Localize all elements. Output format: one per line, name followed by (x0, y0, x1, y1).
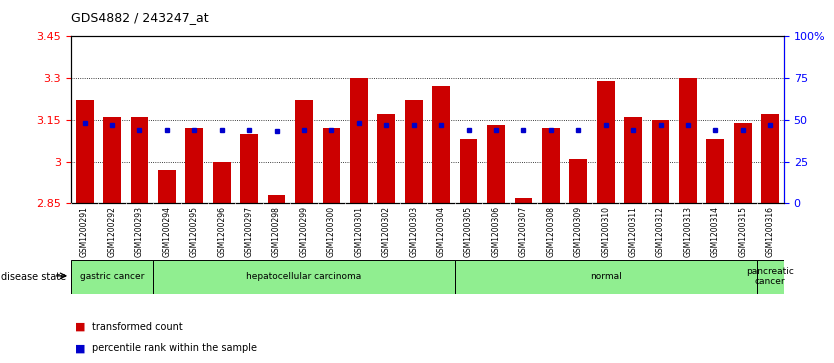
Bar (185, 128, 203, 203)
Text: gastric cancer: gastric cancer (80, 272, 144, 281)
Text: GSM1200310: GSM1200310 (601, 206, 610, 257)
Bar (455, 260, 756, 294)
Text: GSM1200297: GSM1200297 (244, 206, 254, 257)
Bar (460, 139, 478, 203)
Bar (71, 260, 153, 294)
Text: GSM1200301: GSM1200301 (354, 206, 364, 257)
Text: GSM1200313: GSM1200313 (684, 206, 692, 257)
Text: pancreatic
cancer: pancreatic cancer (746, 267, 794, 286)
Bar (131, 117, 148, 203)
Bar (158, 170, 176, 203)
Bar (515, 198, 532, 203)
Text: GSM1200312: GSM1200312 (656, 206, 665, 257)
Text: ■: ■ (75, 322, 86, 332)
Text: GSM1200302: GSM1200302 (382, 206, 391, 257)
Text: GSM1200303: GSM1200303 (409, 206, 418, 257)
Bar (103, 117, 121, 203)
Bar (350, 78, 368, 203)
Text: GSM1200295: GSM1200295 (190, 206, 198, 257)
Bar (570, 159, 587, 203)
Bar (761, 114, 779, 203)
Text: GDS4882 / 243247_at: GDS4882 / 243247_at (71, 11, 208, 24)
Text: GSM1200311: GSM1200311 (629, 206, 638, 257)
Bar (734, 123, 751, 203)
Bar (377, 114, 395, 203)
Text: GSM1200304: GSM1200304 (437, 206, 445, 257)
Text: GSM1200299: GSM1200299 (299, 206, 309, 257)
Bar (651, 120, 670, 203)
Bar (240, 134, 258, 203)
Bar (76, 100, 93, 203)
Bar (597, 81, 615, 203)
Text: transformed count: transformed count (92, 322, 183, 332)
Text: GSM1200315: GSM1200315 (738, 206, 747, 257)
Bar (432, 86, 450, 203)
Text: GSM1200291: GSM1200291 (80, 206, 89, 257)
Text: GSM1200294: GSM1200294 (163, 206, 171, 257)
Bar (213, 162, 231, 203)
Text: GSM1200308: GSM1200308 (546, 206, 555, 257)
Bar (487, 125, 505, 203)
Text: percentile rank within the sample: percentile rank within the sample (92, 343, 257, 354)
Text: GSM1200298: GSM1200298 (272, 206, 281, 257)
Text: GSM1200293: GSM1200293 (135, 206, 144, 257)
Text: disease state: disease state (1, 272, 66, 282)
Bar (706, 139, 724, 203)
Text: GSM1200296: GSM1200296 (217, 206, 226, 257)
Text: GSM1200307: GSM1200307 (519, 206, 528, 257)
Text: GSM1200306: GSM1200306 (491, 206, 500, 257)
Bar (153, 260, 455, 294)
Text: GSM1200300: GSM1200300 (327, 206, 336, 257)
Text: GSM1200314: GSM1200314 (711, 206, 720, 257)
Bar (323, 128, 340, 203)
Bar (295, 100, 313, 203)
Bar (268, 195, 285, 203)
Text: normal: normal (590, 272, 621, 281)
Text: GSM1200316: GSM1200316 (766, 206, 775, 257)
Text: GSM1200305: GSM1200305 (464, 206, 473, 257)
Text: GSM1200292: GSM1200292 (108, 206, 117, 257)
Bar (624, 117, 642, 203)
Text: GSM1200309: GSM1200309 (574, 206, 583, 257)
Bar (756, 260, 784, 294)
Text: ■: ■ (75, 343, 86, 354)
Bar (679, 78, 697, 203)
Text: hepatocellular carcinoma: hepatocellular carcinoma (246, 272, 362, 281)
Bar (542, 128, 560, 203)
Bar (404, 100, 423, 203)
